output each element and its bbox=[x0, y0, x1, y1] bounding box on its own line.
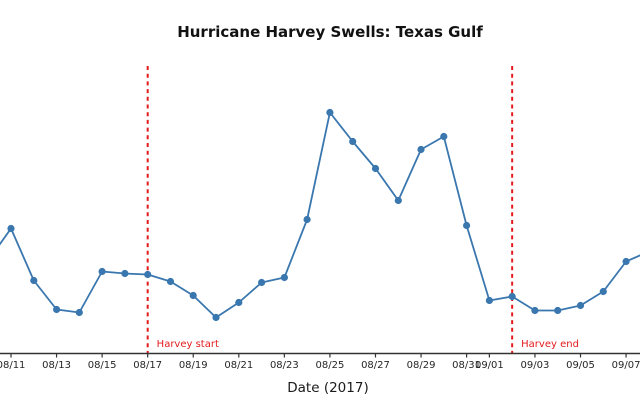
x-tick-label: 08/13 bbox=[42, 360, 71, 371]
x-tick-label: 09/01 bbox=[475, 360, 504, 371]
data-point bbox=[394, 196, 402, 205]
data-point bbox=[235, 298, 243, 307]
data-point bbox=[599, 287, 607, 296]
x-tick-label: 08/27 bbox=[361, 360, 390, 371]
data-point bbox=[622, 257, 630, 266]
x-tick-label: 09/05 bbox=[566, 360, 595, 371]
data-point bbox=[349, 137, 357, 146]
data-point bbox=[280, 273, 288, 282]
data-point bbox=[189, 291, 197, 300]
swell-line bbox=[0, 111, 640, 319]
x-tick-label: 08/11 bbox=[0, 360, 25, 371]
x-axis: 08/11 08/13 08/15 08/17 08/19 08/21 08/23 08/25… bbox=[0, 352, 640, 371]
event-label: Harvey start bbox=[157, 339, 219, 350]
event-label: Harvey end bbox=[521, 339, 579, 350]
data-point bbox=[75, 308, 83, 317]
data-point bbox=[463, 221, 471, 230]
data-point bbox=[531, 306, 539, 315]
chart-title: Hurricane Harvey Swells: Texas Gulf bbox=[177, 23, 483, 41]
data-point bbox=[508, 292, 516, 301]
x-tick-label: 08/21 bbox=[224, 360, 253, 371]
x-tick-label: 08/29 bbox=[407, 360, 436, 371]
data-point bbox=[440, 132, 448, 141]
x-axis-label: Date (2017) bbox=[287, 380, 368, 396]
x-tick-label: 08/31 bbox=[452, 360, 481, 371]
data-point bbox=[485, 296, 493, 305]
x-tick-label: 08/15 bbox=[88, 360, 117, 371]
x-tick-label: 09/07 bbox=[612, 360, 640, 371]
data-point bbox=[258, 278, 266, 287]
data-point bbox=[7, 224, 15, 233]
event-vlines: Harvey start Harvey end bbox=[146, 66, 579, 354]
data-point bbox=[121, 269, 129, 278]
data-point bbox=[144, 270, 152, 279]
data-point bbox=[554, 306, 562, 315]
x-tick-label: 08/23 bbox=[270, 360, 299, 371]
x-tick-label: 08/25 bbox=[316, 360, 345, 371]
data-point bbox=[166, 277, 175, 286]
data-point bbox=[53, 305, 61, 314]
data-point bbox=[417, 145, 425, 154]
swell-series bbox=[0, 108, 640, 322]
x-tick-label: 09/03 bbox=[521, 360, 550, 371]
data-point bbox=[371, 164, 380, 173]
data-point bbox=[326, 108, 334, 117]
data-point bbox=[98, 267, 106, 276]
data-point bbox=[212, 313, 220, 322]
x-tick-label: 08/17 bbox=[133, 360, 162, 371]
data-point bbox=[303, 215, 311, 224]
data-point bbox=[30, 276, 38, 285]
data-point bbox=[576, 301, 585, 310]
x-tick-label: 08/19 bbox=[179, 360, 208, 371]
